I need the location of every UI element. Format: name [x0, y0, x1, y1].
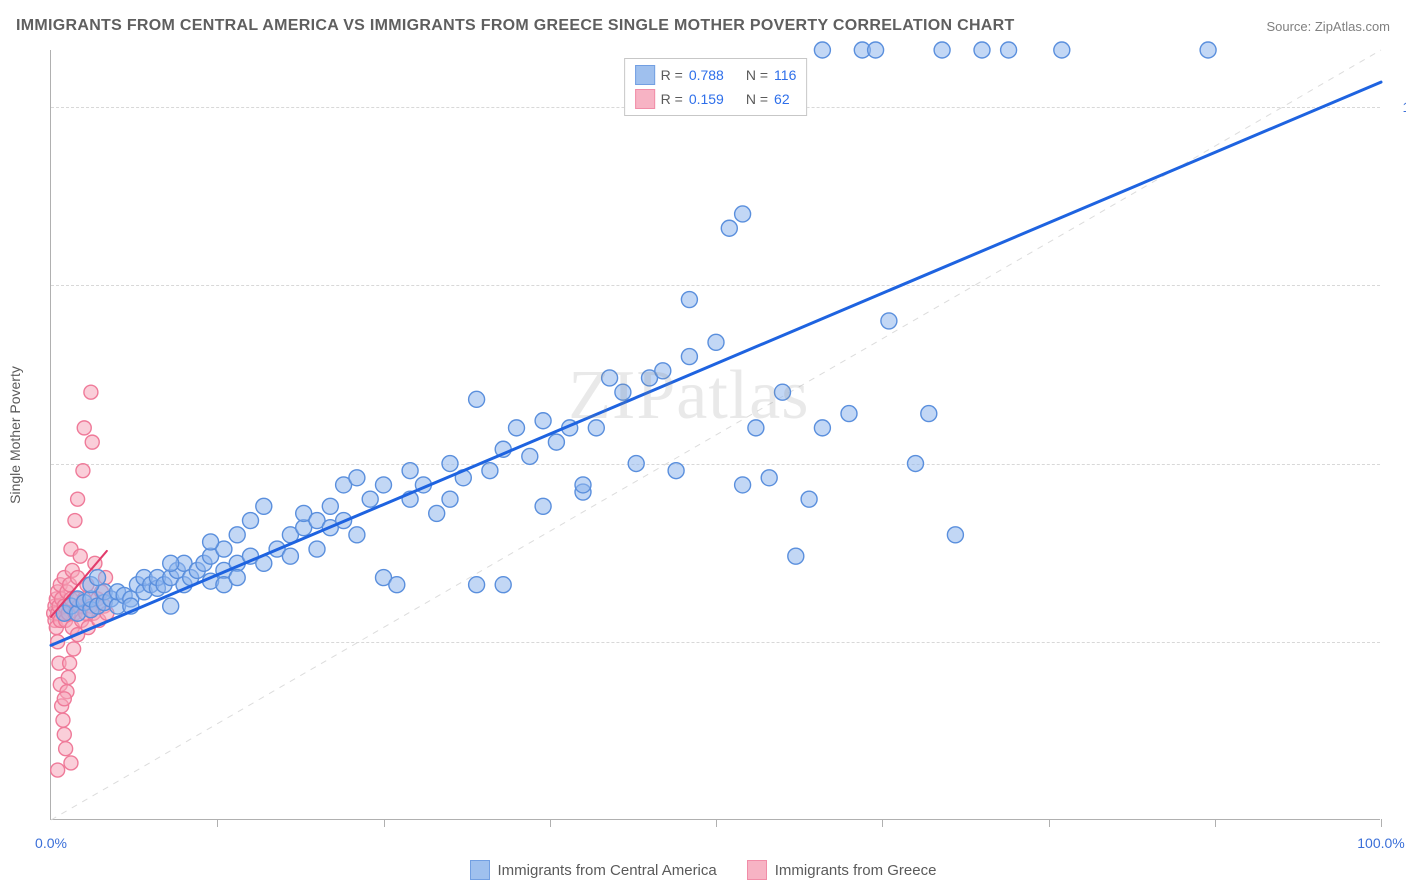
legend-item-greece: Immigrants from Greece [747, 860, 937, 880]
swatch-central-america [635, 65, 655, 85]
legend-item-central-america: Immigrants from Central America [470, 860, 717, 880]
legend-row-central-america: R = 0.788 N = 116 [635, 63, 797, 87]
stat-n-value-ca: 116 [774, 67, 796, 83]
swatch-central-america [470, 860, 490, 880]
y-tick-label: 100.0% [1390, 99, 1406, 115]
y-axis-label-container: Single Mother Poverty [0, 50, 30, 820]
stat-n-label: N = [746, 91, 768, 107]
stat-r-label: R = [661, 67, 683, 83]
x-tick-label: 0.0% [35, 835, 67, 851]
stat-r-label: R = [661, 91, 683, 107]
stat-n-value-gr: 62 [774, 91, 790, 107]
scatter-svg [51, 50, 1380, 819]
legend-label-gr: Immigrants from Greece [775, 862, 937, 879]
y-tick-label: 75.0% [1390, 277, 1406, 293]
swatch-greece [747, 860, 767, 880]
x-tick-label: 100.0% [1357, 835, 1404, 851]
source-attribution: Source: ZipAtlas.com [1266, 19, 1390, 34]
plot-area: 25.0%50.0%75.0%100.0%0.0%100.0% ZIPatlas… [50, 50, 1380, 820]
chart-title: IMMIGRANTS FROM CENTRAL AMERICA VS IMMIG… [16, 17, 1015, 35]
legend-row-greece: R = 0.159 N = 62 [635, 87, 797, 111]
y-tick-label: 25.0% [1390, 634, 1406, 650]
legend-stats-box: R = 0.788 N = 116 R = 0.159 N = 62 [624, 58, 808, 116]
stat-r-value-gr: 0.159 [689, 91, 724, 107]
swatch-greece [635, 89, 655, 109]
stat-r-value-ca: 0.788 [689, 67, 724, 83]
legend-label-ca: Immigrants from Central America [498, 862, 717, 879]
legend-bottom: Immigrants from Central America Immigran… [0, 860, 1406, 880]
y-tick-label: 50.0% [1390, 456, 1406, 472]
y-axis-label: Single Mother Poverty [7, 366, 23, 504]
stat-n-label: N = [746, 67, 768, 83]
